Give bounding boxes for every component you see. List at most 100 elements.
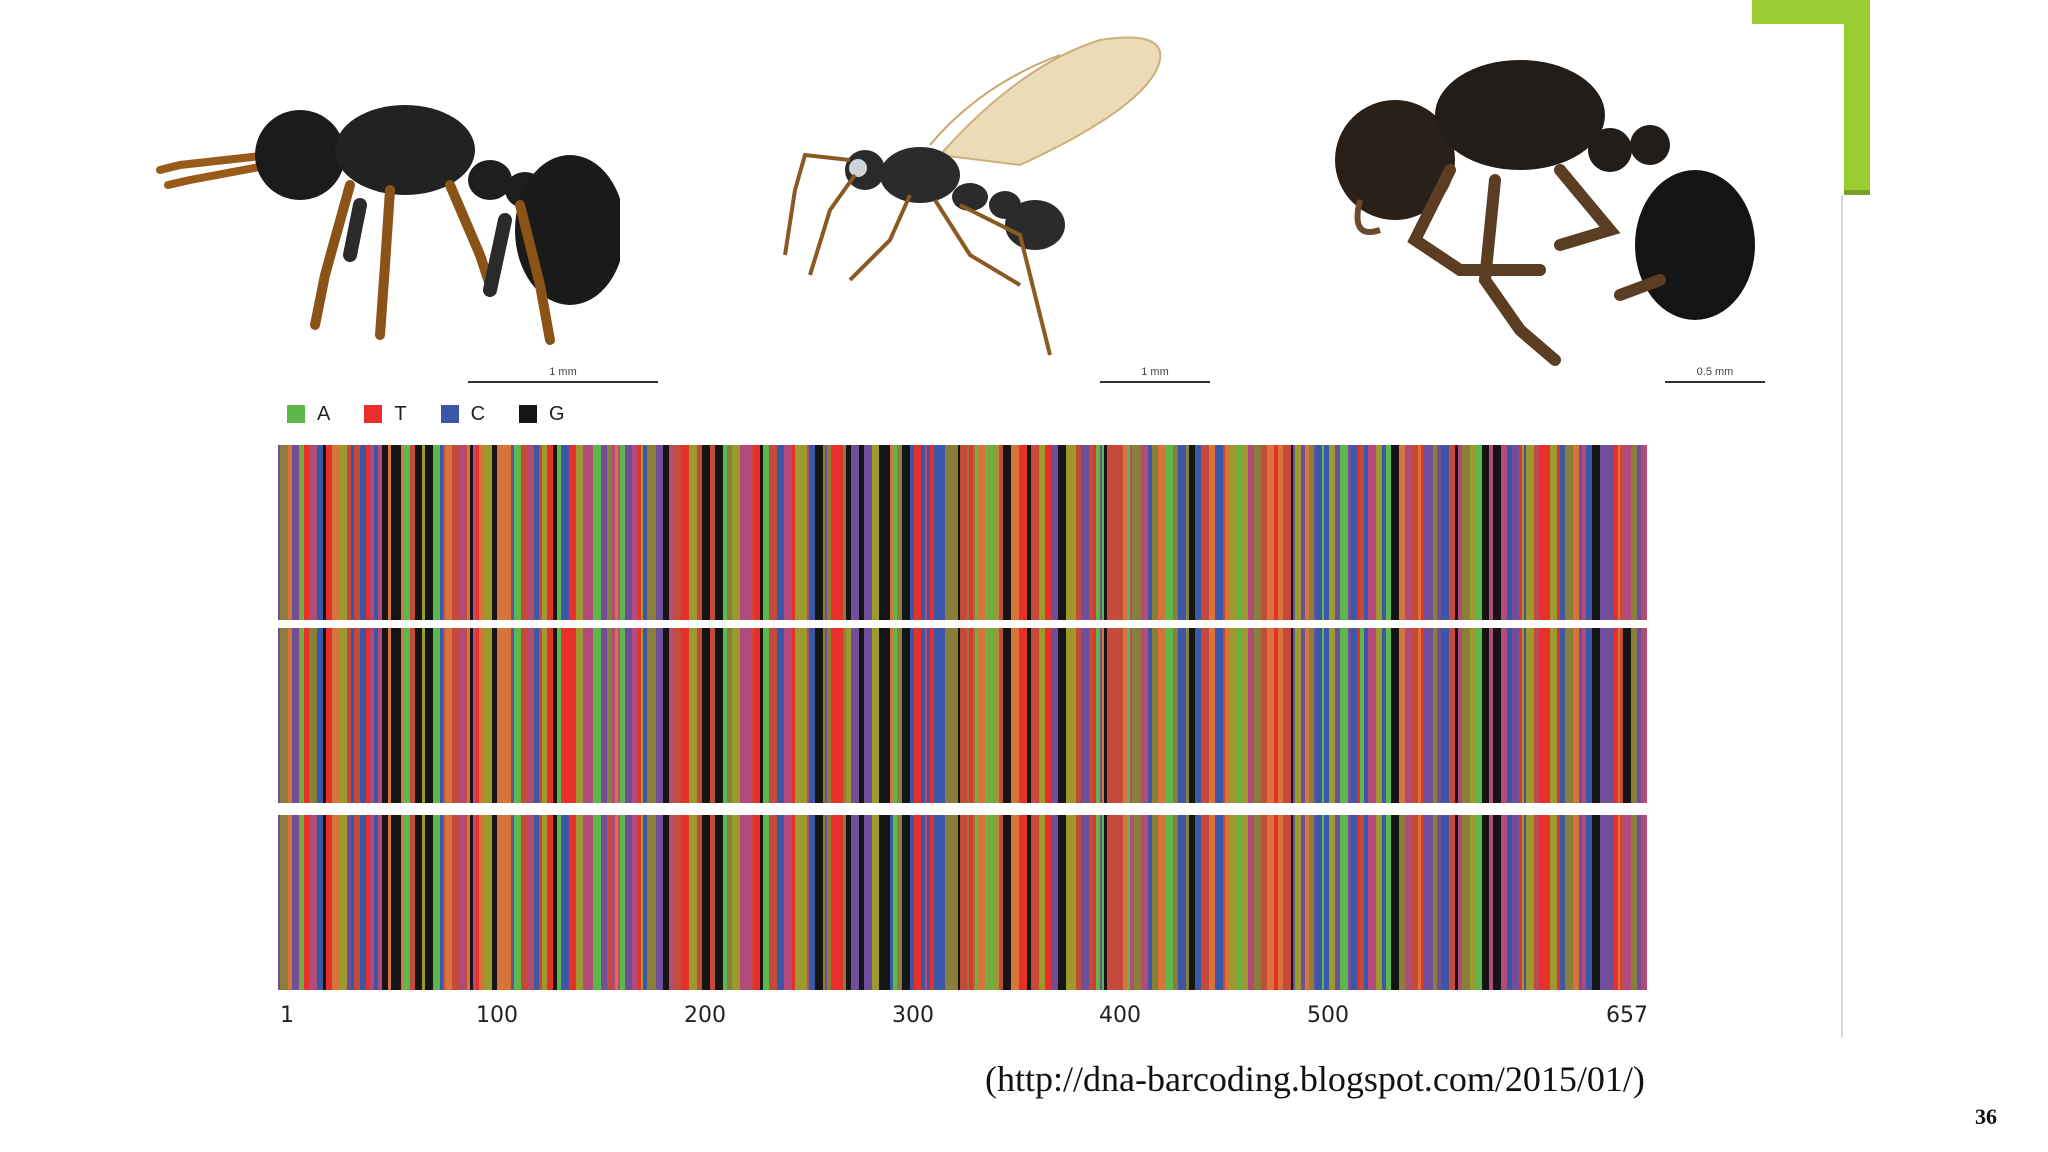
barcode-stripe (1316, 815, 1322, 990)
barcode-stripe (1186, 815, 1189, 990)
barcode-stripe (925, 445, 927, 620)
barcode-stripe (1618, 445, 1620, 620)
barcode-stripe (320, 628, 323, 803)
barcode-stripe (309, 815, 317, 990)
barcode-stripe (542, 815, 547, 990)
barcode-stripe (1070, 815, 1076, 990)
barcode-stripe (1086, 445, 1089, 620)
barcode-stripe (1620, 628, 1623, 803)
barcode-stripe (288, 815, 292, 990)
barcode-stripe (391, 445, 397, 620)
barcode-stripe (988, 445, 990, 620)
barcode-stripe (1586, 628, 1592, 803)
barcode-stripe (278, 628, 280, 803)
barcode-stripe (1433, 628, 1437, 803)
barcode-stripe (591, 628, 593, 803)
barcode-stripe (1165, 445, 1173, 620)
barcode-stripe (1501, 815, 1505, 990)
barcode-stripe (1086, 628, 1089, 803)
legend-swatch-a (287, 405, 305, 423)
barcode-stripe (1272, 628, 1274, 803)
barcode-stripe (1351, 445, 1357, 620)
barcode-stripe (301, 445, 304, 620)
barcode-stripe (1100, 445, 1102, 620)
barcode-stripe (988, 628, 990, 803)
barcode-stripe (1482, 815, 1489, 990)
barcode-stripe (1493, 815, 1501, 990)
barcode-stripe (514, 628, 521, 803)
barcode-stripe (641, 815, 643, 990)
barcode-stripe (370, 815, 374, 990)
barcode-stripe (1476, 445, 1482, 620)
barcode-stripe (859, 445, 864, 620)
barcode-stripe (1519, 445, 1522, 620)
barcode-stripe (583, 445, 591, 620)
barcode-stripe (1195, 445, 1201, 620)
barcode-stripe (769, 815, 777, 990)
barcode-stripe (445, 815, 452, 990)
barcode-stripe (748, 445, 752, 620)
barcode-stripe (960, 815, 967, 990)
barcode-stripe (397, 815, 401, 990)
barcode-stripe (831, 445, 836, 620)
barcode-stripe (1045, 445, 1051, 620)
barcode-stripe (301, 815, 304, 990)
barcode-stripe (1003, 815, 1011, 990)
barcode-stripe (374, 815, 378, 990)
barcode-stripe (1242, 815, 1248, 990)
legend-label-a: A (317, 402, 331, 425)
barcode-stripe (620, 628, 625, 803)
barcode-stripe (433, 815, 440, 990)
barcode-stripe (1424, 445, 1429, 620)
barcode-stripe (1348, 815, 1351, 990)
barcode-stripe (1215, 628, 1223, 803)
barcode-stripe (484, 445, 492, 620)
barcode-stripe (879, 815, 886, 990)
barcode-stripe (1134, 628, 1141, 803)
barcode-stripe (925, 628, 927, 803)
barcode-stripe (1519, 628, 1522, 803)
barcode-stripe (1225, 815, 1229, 990)
barcode-stripe (521, 628, 528, 803)
barcode-stripe (1186, 628, 1189, 803)
barcode-stripe (973, 445, 975, 620)
barcode-stripe (927, 445, 930, 620)
barcode-stripe (1301, 445, 1305, 620)
barcode-stripe (366, 815, 370, 990)
barcode-stripe (727, 628, 732, 803)
barcode-stripe (382, 815, 388, 990)
barcode-stripe (521, 815, 528, 990)
barcode-stripe (1301, 628, 1305, 803)
barcode-stripe (465, 628, 467, 803)
barcode-stripe (799, 628, 807, 803)
barcode-stripe (419, 628, 422, 803)
barcode-stripe (1314, 445, 1316, 620)
barcode-stripe (886, 628, 890, 803)
barcode-stripe (1449, 628, 1455, 803)
barcode-stripe (967, 815, 969, 990)
barcode-stripe (1042, 815, 1045, 990)
barcode-stripe (886, 815, 890, 990)
barcode-stripe (1283, 445, 1291, 620)
barcode-stripe (937, 628, 945, 803)
barcode-stripe (1039, 628, 1042, 803)
barcode-stripe (1376, 628, 1382, 803)
barcode-stripe (1019, 815, 1027, 990)
barcode-stripe (846, 628, 851, 803)
barcode-stripe (902, 815, 910, 990)
barcode-stripe (547, 815, 553, 990)
barcode-stripe (1637, 815, 1641, 990)
barcode-stripe (921, 628, 925, 803)
barcode-stripe (1089, 815, 1093, 990)
barcode-stripe (958, 628, 960, 803)
barcode-stripe (641, 628, 643, 803)
barcode-stripe (1278, 628, 1283, 803)
barcode-stripe (1115, 628, 1123, 803)
barcode-stripe (532, 445, 534, 620)
barcode-stripe (1301, 815, 1305, 990)
barcode-stripe (1522, 628, 1524, 803)
barcode-stripe (1592, 628, 1600, 803)
barcode-stripe (514, 445, 521, 620)
barcode-stripe (1066, 628, 1070, 803)
barcode-stripe (378, 628, 382, 803)
